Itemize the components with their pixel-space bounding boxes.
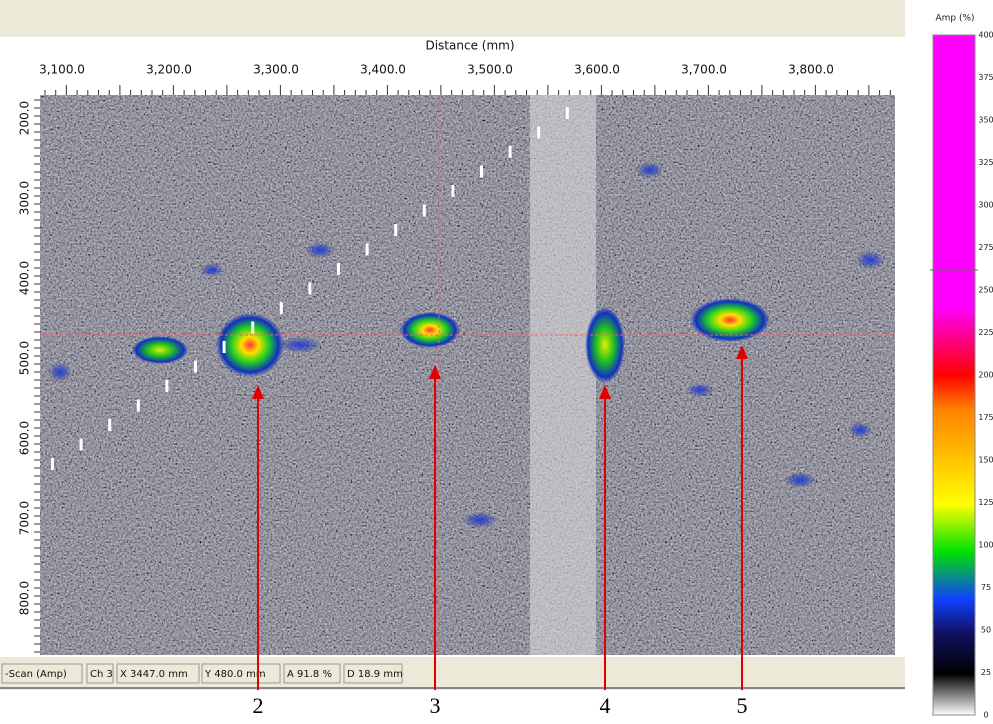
indication (200, 263, 224, 277)
probe-mark (366, 244, 369, 256)
probe-mark (394, 224, 397, 236)
color-scale-label: 300 (978, 201, 993, 210)
probe-mark (251, 322, 254, 334)
probe-mark (165, 380, 168, 392)
color-scale-label: 225 (978, 328, 993, 337)
color-scale-label: 325 (978, 158, 993, 167)
probe-mark (194, 361, 197, 373)
status-text: D 18.9 mm (347, 669, 403, 680)
status-text: Ch 3 (90, 669, 113, 680)
color-scale-title: Amp (%) (935, 14, 974, 24)
probe-mark (223, 341, 226, 353)
indication (585, 307, 625, 383)
x-tick-label: 3,800.0 (788, 63, 834, 77)
x-tick-label: 3,100.0 (39, 63, 85, 77)
y-tick-label: 500.0 (18, 341, 32, 375)
probe-mark (280, 302, 283, 314)
color-scale-label: 100 (978, 541, 993, 550)
color-scale-label: 125 (978, 498, 993, 507)
indication (848, 422, 872, 438)
color-scale-label: 75 (981, 583, 991, 592)
probe-mark (137, 400, 140, 412)
color-scale-label: 25 (981, 668, 991, 677)
color-scale-label: 375 (978, 73, 993, 82)
marker-label: 4 (600, 693, 611, 718)
color-scale-label: 400 (978, 31, 993, 40)
indication (305, 242, 335, 258)
indication (400, 312, 460, 348)
probe-mark (451, 185, 454, 197)
indication (686, 383, 714, 397)
probe-mark (537, 127, 540, 139)
probe-mark (308, 283, 311, 295)
probe-mark (480, 166, 483, 178)
screenshot: Distance (mm) Amp (%) 3,100.0 3,200.0 3,30… (0, 0, 993, 720)
marker-label: 5 (737, 693, 748, 718)
x-tick-label: 3,600.0 (574, 63, 620, 77)
probe-mark (509, 146, 512, 158)
probe-mark (51, 458, 54, 470)
marker-label: 2 (253, 693, 264, 718)
color-scale-label: 250 (978, 286, 993, 295)
y-tick-label: 700.0 (18, 501, 32, 535)
probe-mark (337, 263, 340, 275)
indication (462, 512, 498, 528)
status-text: X 3447.0 mm (120, 669, 188, 680)
x-axis-title: Distance (mm) (425, 39, 514, 53)
scan-image (40, 95, 895, 655)
indication (278, 337, 322, 353)
y-tick-label: 600.0 (18, 421, 32, 455)
status-text: -Scan (Amp) (5, 669, 67, 680)
y-tick-label: 800.0 (18, 581, 32, 615)
y-tick-label: 200.0 (18, 101, 32, 135)
x-tick-label: 3,300.0 (253, 63, 299, 77)
x-tick-label: 3,500.0 (467, 63, 513, 77)
color-scale-label: 50 (981, 626, 991, 635)
x-tick-label: 3,200.0 (146, 63, 192, 77)
indication (784, 472, 816, 488)
x-tick-label: 3,400.0 (360, 63, 406, 77)
indication (48, 362, 72, 382)
color-scale-label: 350 (978, 116, 993, 125)
color-scale-label: 0 (983, 711, 988, 720)
status-text: A 91.8 % (287, 669, 332, 680)
y-tick-label: 300.0 (18, 181, 32, 215)
indication (216, 313, 284, 377)
probe-mark (108, 419, 111, 431)
indication (132, 336, 188, 364)
x-tick-label: 3,700.0 (681, 63, 727, 77)
indication (855, 251, 885, 269)
color-scale-label: 275 (978, 243, 993, 252)
marker-label: 3 (430, 693, 441, 718)
probe-mark (423, 205, 426, 217)
probe-mark (80, 439, 83, 451)
bright-band (530, 95, 596, 655)
indication (636, 162, 664, 178)
color-bar (933, 35, 975, 715)
status-text: Y 480.0 mm (204, 669, 266, 680)
color-scale-label: 175 (978, 413, 993, 422)
probe-mark (566, 107, 569, 119)
y-tick-label: 400.0 (18, 261, 32, 295)
color-scale-label: 200 (978, 371, 993, 380)
color-scale-label: 150 (978, 456, 993, 465)
